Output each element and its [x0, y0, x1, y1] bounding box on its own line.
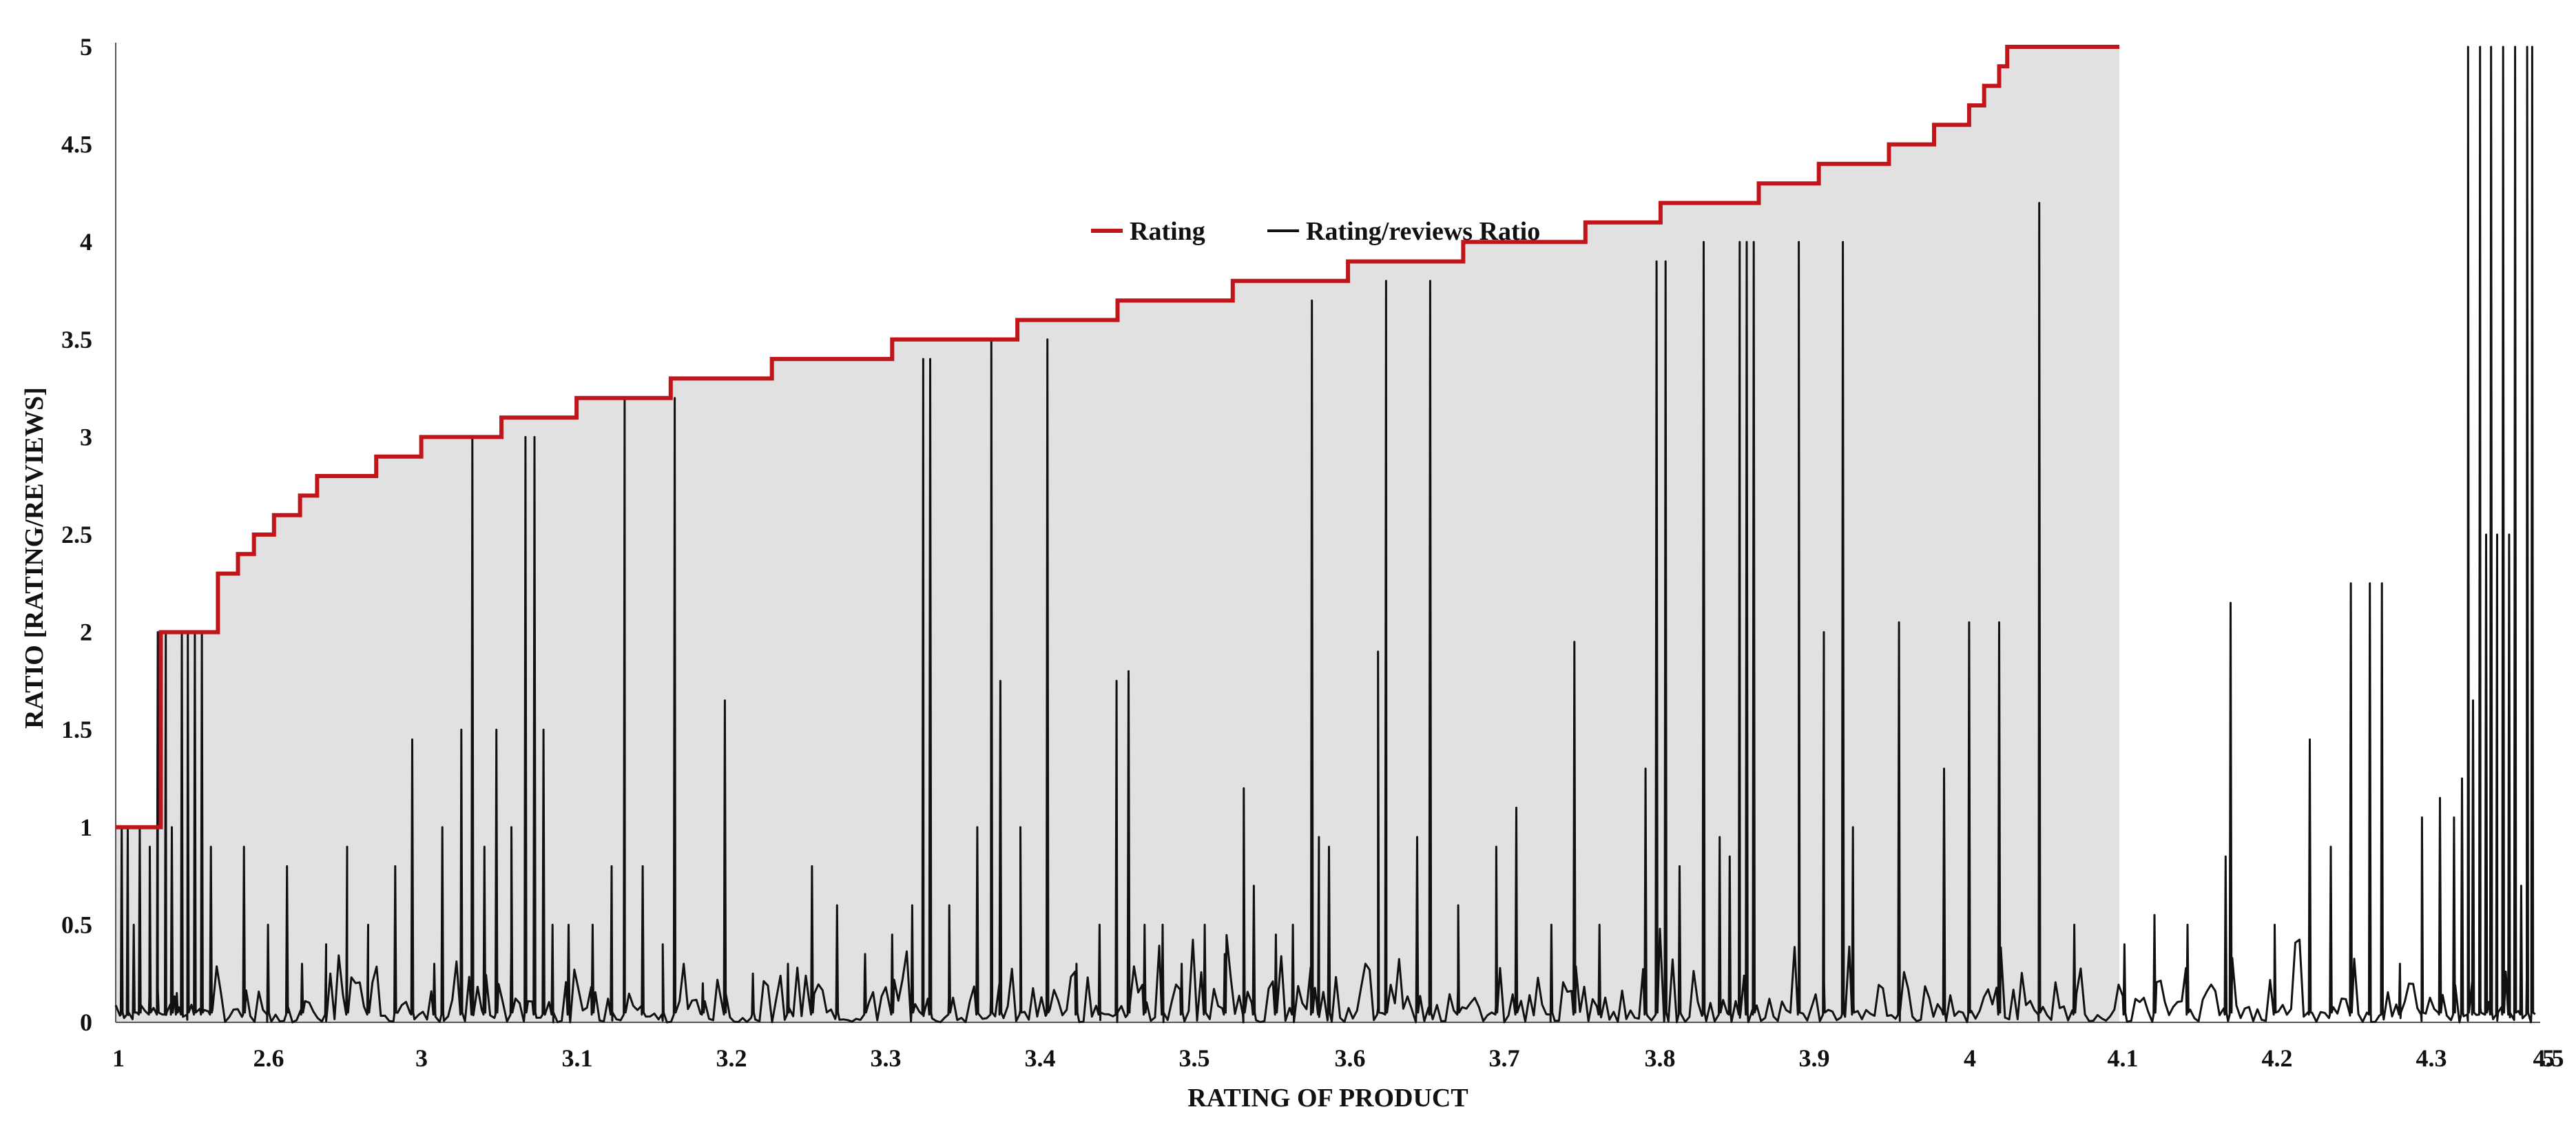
y-tick-label: 4.5: [61, 131, 92, 158]
y-tick-label: 1.5: [61, 716, 92, 743]
y-tick-label: 0: [80, 1009, 92, 1036]
legend: Rating Rating/reviews Ratio: [1091, 217, 1540, 246]
x-tick-label: 3.7: [1489, 1044, 1520, 1072]
x-axis-title: RATING OF PRODUCT: [1187, 1084, 1468, 1113]
x-tick-label: 4.2: [2262, 1044, 2293, 1072]
y-tick-label: 3: [80, 423, 92, 451]
plot-fill: [116, 47, 2120, 1022]
x-tick-label: 3.6: [1335, 1044, 1366, 1072]
x-tick-label: 2.6: [253, 1044, 284, 1072]
ratio-series: [114, 45, 2536, 1024]
legend-ratio-label: Rating/reviews Ratio: [1306, 217, 1540, 246]
x-tick-label: 3.8: [1645, 1044, 1676, 1072]
x-tick-label: 1: [112, 1044, 125, 1072]
tick-labels: 00.511.522.533.544.551 2.6 3 3.1 3.2 3.3 3.4 3.…: [61, 33, 2564, 1072]
x-tick-label: 3.4: [1025, 1044, 1056, 1072]
x-tick-label: 4.1: [2108, 1044, 2139, 1072]
y-tick-label: 0.5: [61, 911, 92, 938]
y-tick-label: 2: [80, 619, 92, 646]
rating-series: [116, 45, 2120, 829]
x-tick-label: 3.2: [716, 1044, 747, 1072]
x-tick-label: 3.9: [1799, 1044, 1830, 1072]
legend-rating-label: Rating: [1130, 217, 1205, 246]
x-tick-label: 3.3: [871, 1044, 902, 1072]
x-tick-label: 4: [1964, 1044, 1976, 1072]
x-tick-label: 4.3: [2416, 1044, 2447, 1072]
x-tick-label: 3.5: [1179, 1044, 1210, 1072]
y-axis-title: RATIO [RATING/REVIEWS]: [20, 387, 49, 729]
rating-area-fill: [116, 47, 2120, 1022]
y-tick-label: 5: [80, 33, 92, 61]
y-tick-label: 1: [80, 814, 92, 841]
y-tick-label: 4: [80, 228, 92, 256]
y-tick-label: 3.5: [61, 326, 92, 353]
x-tick-label: 3: [415, 1044, 428, 1072]
ratio-line: [114, 45, 2536, 1024]
axes: [115, 43, 2540, 1023]
x-tick-label: 3.1: [562, 1044, 593, 1072]
y-tick-label: 2.5: [61, 521, 92, 548]
x-tick-label: 5: [2542, 1044, 2555, 1072]
x-tick-label: 4.5: [2533, 1044, 2564, 1072]
rating-line: [116, 45, 2120, 829]
